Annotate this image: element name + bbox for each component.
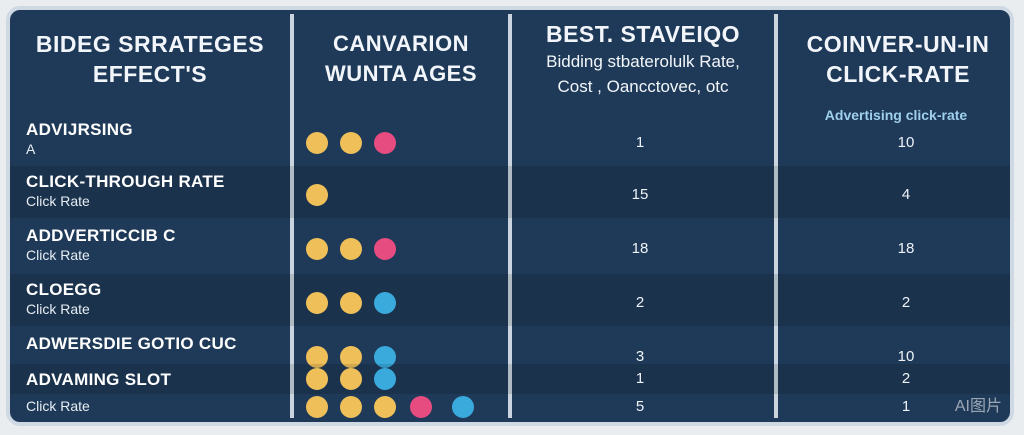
header-conversion-click-rate: COINVER-UN-IN CLICK-RATE (778, 10, 1010, 108)
yellow-dot-icon (340, 292, 362, 314)
header-conversion: CANVARION WUNTA AGES (294, 10, 508, 108)
header-subtitle-line1: Bidding stbaterolulk Rate, (546, 52, 740, 71)
header-title-line1: BEST. STAVEIQO (545, 21, 740, 47)
pink-dot-icon (410, 396, 432, 418)
header-note-wrap: Advertising click-rate (778, 10, 1010, 130)
yellow-dot-icon (306, 292, 328, 314)
yellow-dot-icon (306, 346, 328, 368)
strategy-table: BIDEG SRRATEGES EFFECT'S CANVARION WUNTA… (6, 6, 1014, 426)
yellow-dot-icon (306, 132, 328, 154)
header-bidding-strategies: BIDEG SRRATEGES EFFECT'S (10, 10, 290, 108)
best-strategy-value: 2 (635, 294, 645, 311)
header-title-line2: WUNTA AGES (324, 61, 478, 86)
column-divider (290, 14, 294, 418)
yellow-dot-icon (306, 238, 328, 260)
table-row: CLOEGG Click Rate 2 2 (10, 274, 1010, 326)
yellow-dot-icon (306, 396, 328, 418)
best-strategy-value: 1 (635, 134, 645, 151)
row-label: ADVIJRSING (26, 120, 133, 139)
click-rate-value: 10 (897, 134, 915, 151)
row-label: ADDVERTICCIB C (26, 226, 176, 245)
row-label: ADVAMING SLOT (26, 370, 172, 389)
blue-dot-icon (374, 292, 396, 314)
yellow-dot-icon (306, 368, 328, 390)
blue-dot-icon (374, 346, 396, 368)
yellow-dot-icon (340, 368, 362, 390)
click-rate-value: 2 (901, 294, 911, 311)
yellow-dot-icon (340, 238, 362, 260)
header-subtitle-line2: Cost , Oancctovec, otc (557, 77, 729, 96)
table-row: Click Rate 5 1 (10, 392, 1010, 422)
yellow-dot-icon (340, 396, 362, 418)
header-title-line1: COINVER-UN-IN (806, 31, 990, 57)
yellow-dot-icon (340, 132, 362, 154)
row-sublabel: Click Rate (26, 301, 90, 317)
best-strategy-value: 5 (635, 398, 645, 415)
header-title-line1: BIDEG SRRATEGES (35, 31, 265, 57)
table-row: CLICK-THROUGH RATE Click Rate 15 4 (10, 166, 1010, 218)
row-sublabel: Click Rate (26, 247, 90, 263)
row-label: ADWERSDIE GOTIO CUC (26, 334, 237, 353)
row-sublabel: A (26, 141, 36, 157)
yellow-dot-icon (374, 396, 396, 418)
header-best-strategy: BEST. STAVEIQO Bidding stbaterolulk Rate… (512, 10, 774, 108)
best-strategy-value: 18 (631, 240, 649, 257)
header-title-line2: EFFECT'S (92, 61, 208, 87)
click-rate-value: 2 (901, 370, 911, 387)
column-divider (774, 14, 778, 418)
best-strategy-value: 3 (635, 348, 645, 365)
best-strategy-value: 15 (631, 186, 649, 203)
row-sublabel: Click Rate (26, 193, 90, 209)
watermark: AI图片 (954, 398, 1002, 415)
table-row: ADWERSDIE GOTIO CUC 3 10 (10, 328, 1010, 380)
blue-dot-icon (374, 368, 396, 390)
row-label: CLICK-THROUGH RATE (26, 172, 225, 191)
header-title-line2: CLICK-RATE (826, 61, 970, 87)
click-rate-value: 10 (897, 348, 915, 365)
row-sublabel: Click Rate (26, 398, 90, 414)
table-row: ADVAMING SLOT 1 2 (10, 364, 1010, 394)
pink-dot-icon (374, 132, 396, 154)
click-rate-value: 4 (901, 186, 911, 203)
pink-dot-icon (374, 238, 396, 260)
best-strategy-value: 1 (635, 370, 645, 387)
yellow-dot-icon (340, 346, 362, 368)
click-rate-value: 1 (901, 398, 911, 415)
blue-dot-icon (452, 396, 474, 418)
header-title-line1: CANVARION (332, 31, 470, 56)
column-divider (508, 14, 512, 418)
yellow-dot-icon (306, 184, 328, 206)
row-label: CLOEGG (26, 280, 102, 299)
table-row: ADDVERTICCIB C Click Rate 18 18 (10, 220, 1010, 272)
table-row: ADVIJRSING A 1 10 (10, 114, 1010, 166)
header-note: Advertising click-rate (824, 107, 968, 123)
click-rate-value: 18 (897, 240, 915, 257)
